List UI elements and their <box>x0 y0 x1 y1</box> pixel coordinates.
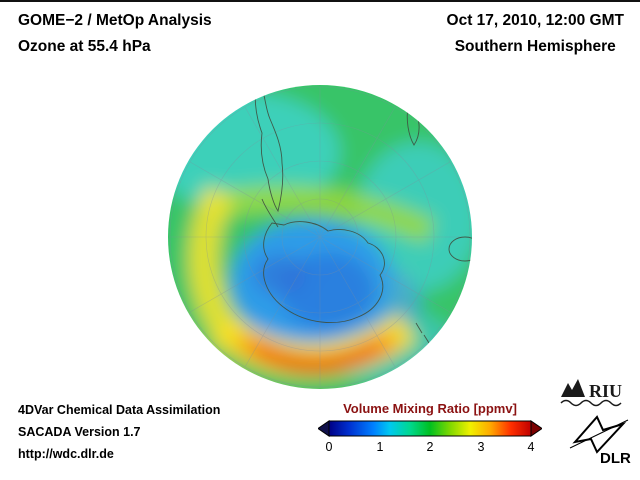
top-rule <box>0 0 640 2</box>
south-america-coastline <box>254 85 284 213</box>
colorbar-over-arrow <box>530 420 542 437</box>
header-right: Oct 17, 2010, 12:00 GMT Southern Hemisph… <box>447 8 624 60</box>
high-ozone-collar-arc <box>212 312 418 377</box>
ozone-map-globe <box>168 85 472 389</box>
dlr-arrow-icon <box>572 415 627 454</box>
level-subtitle: Ozone at 55.4 hPa <box>18 38 151 55</box>
colorbar-under-arrow <box>318 420 330 437</box>
dlr-logo-text: DLR <box>600 450 631 466</box>
datetime-label: Oct 17, 2010, 12:00 GMT <box>446 12 624 29</box>
antarctica-coastline <box>263 221 385 323</box>
tick-label-3: 3 <box>477 440 485 454</box>
assimilation-label: 4DVar Chemical Data Assimilation <box>18 403 221 417</box>
australia-coastline <box>448 236 472 262</box>
hemisphere-label: Southern Hemisphere <box>454 38 616 55</box>
riu-peaks-icon <box>561 379 585 397</box>
header-left: GOME−2 / MetOp Analysis Ozone at 55.4 hP… <box>18 8 212 60</box>
dlr-arrow-line-icon <box>569 419 629 449</box>
wdc-url-label: http://wdc.dlr.de <box>18 447 114 461</box>
tick-label-1: 1 <box>376 440 384 454</box>
tick-label-0: 0 <box>325 440 333 454</box>
footer-annotations: 4DVar Chemical Data Assimilation SACADA … <box>18 399 220 465</box>
analysis-title: GOME−2 / MetOp Analysis <box>18 12 212 29</box>
graticule <box>169 86 471 388</box>
colorbar-gradient-bar <box>328 420 532 437</box>
tick-label-2: 2 <box>426 440 434 454</box>
riu-logo: RIU <box>560 379 622 407</box>
version-label: SACADA Version 1.7 <box>18 425 141 439</box>
colorbar: Volume Mixing Ratio [ppmv] 0 1 2 3 4 <box>318 401 542 455</box>
colorbar-title: Volume Mixing Ratio [ppmv] <box>343 401 517 416</box>
tick-label-4: 4 <box>527 440 535 454</box>
colorbar-tick-labels: 0 1 2 3 4 <box>318 440 542 455</box>
dlr-logo: DLR <box>569 415 631 466</box>
new-zealand-coastline <box>415 322 430 344</box>
riu-logo-text: RIU <box>589 381 622 401</box>
antarctic-peninsula-coastline <box>261 198 279 228</box>
colorbar-scale <box>318 420 542 437</box>
riu-wave-icon <box>560 399 622 407</box>
